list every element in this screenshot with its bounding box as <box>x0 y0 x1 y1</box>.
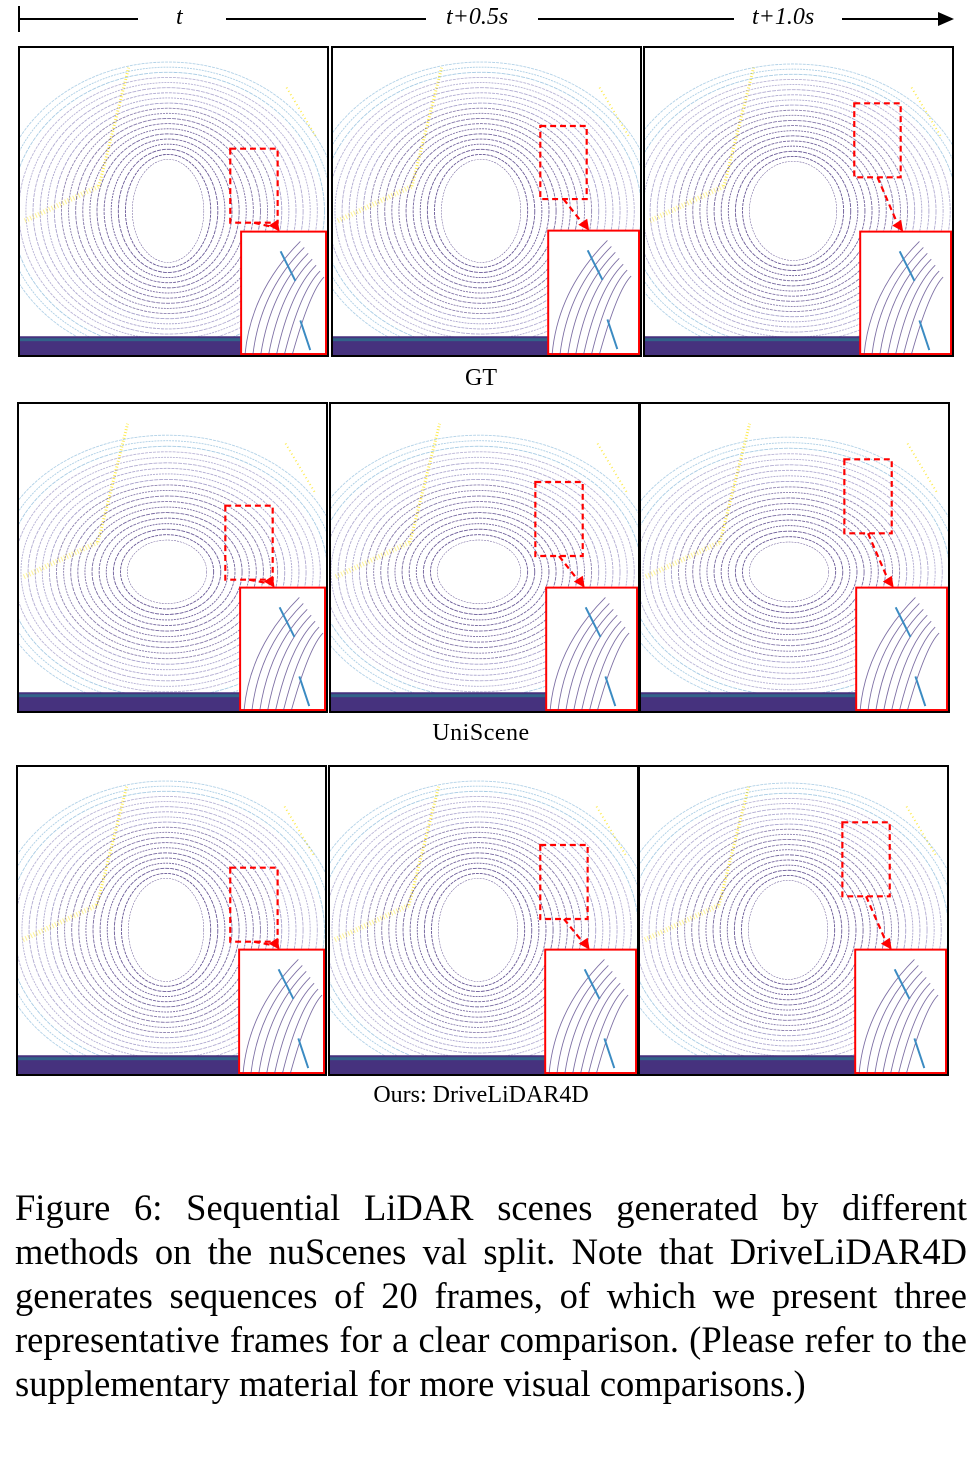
row-label-uniscene: UniScene <box>432 720 530 746</box>
highlight-arrow <box>563 918 587 947</box>
timeline-line <box>226 18 426 20</box>
far-points <box>23 67 317 223</box>
far-points <box>648 67 942 223</box>
zoom-inset <box>238 948 325 1074</box>
lidar-panel <box>328 765 639 1076</box>
ego-hole <box>441 159 521 263</box>
lidar-panel <box>331 46 642 357</box>
zoom-inset <box>854 948 947 1074</box>
far-points <box>333 786 627 942</box>
ego-hole <box>438 878 518 982</box>
row-label-gt: GT <box>465 365 497 391</box>
highlight-box <box>841 821 891 898</box>
ego-hole <box>132 159 204 263</box>
highlight-arrow <box>865 895 889 947</box>
highlight-box <box>229 147 279 224</box>
lidar-panel <box>639 402 950 713</box>
timeline-label-t-0-5s: t+0.5s <box>446 4 509 30</box>
highlight-box <box>539 124 588 201</box>
highlight-box <box>539 843 589 921</box>
ego-hole <box>749 542 829 602</box>
zoom-inset <box>544 948 637 1074</box>
zoom-inset <box>859 230 952 355</box>
lidar-panel <box>643 46 954 357</box>
timeline-line <box>18 18 138 20</box>
timeline-arrow-icon <box>938 12 954 26</box>
zoom-inset <box>545 586 638 711</box>
lidar-panel <box>16 765 327 1076</box>
lidar-panel <box>18 46 329 357</box>
highlight-box <box>843 458 893 535</box>
highlight-arrow <box>253 940 276 947</box>
far-points <box>334 423 628 579</box>
zoom-inset <box>239 586 326 711</box>
far-points <box>644 423 938 579</box>
highlight-arrow <box>253 221 276 229</box>
highlight-arrow <box>558 555 582 585</box>
highlight-arrow <box>876 176 901 229</box>
highlight-box <box>224 504 274 581</box>
timeline-label-t-1-0s: t+1.0s <box>752 4 815 30</box>
ego-hole <box>749 161 837 261</box>
far-points <box>22 423 316 579</box>
zoom-inset <box>240 230 327 355</box>
point-rings <box>641 436 948 707</box>
lidar-panel <box>329 402 640 713</box>
ego-hole <box>128 878 204 982</box>
highlight-arrow <box>248 578 271 585</box>
row-label-ours: Ours: DriveLiDAR4D <box>373 1082 589 1108</box>
far-points <box>21 786 315 942</box>
timeline-line <box>842 18 942 20</box>
lidar-panel <box>17 402 328 713</box>
far-points <box>336 67 630 223</box>
zoom-inset <box>855 586 948 711</box>
ego-hole <box>748 880 828 980</box>
timeline-line <box>538 18 734 20</box>
highlight-arrow <box>562 198 587 228</box>
highlight-box <box>229 866 279 943</box>
figure-caption: Figure 6: Sequential LiDAR scenes genera… <box>15 1187 967 1404</box>
highlight-box <box>853 102 902 179</box>
timeline-label-t: t <box>176 4 183 30</box>
ego-hole <box>127 540 207 604</box>
zoom-inset <box>547 229 640 355</box>
ego-hole <box>437 540 521 604</box>
far-points <box>643 786 937 942</box>
highlight-box <box>534 480 584 558</box>
lidar-panel <box>638 765 949 1076</box>
